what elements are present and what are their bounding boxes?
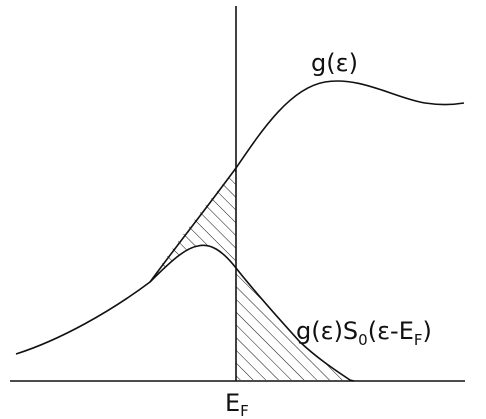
product-label-close: )	[423, 317, 432, 345]
g-epsilon-label: g(ε)	[311, 49, 358, 77]
product-curve-label: g(ε)S0(ε-EF)	[296, 317, 432, 349]
hatched-region-below-fermi	[150, 168, 236, 282]
fermi-label-e: E	[225, 389, 240, 417]
fermi-level-label: EF	[225, 389, 249, 419]
product-label-prefix: g(ε)S	[296, 317, 358, 345]
fermi-label-sub: F	[240, 402, 249, 419]
product-label-subF: F	[414, 331, 423, 349]
g-epsilon-curve	[149, 80, 465, 283]
product-label-suffix: (ε-E	[368, 317, 414, 345]
product-label-sub0: 0	[358, 331, 368, 349]
g-epsilon-s0-curve	[15, 244, 355, 382]
